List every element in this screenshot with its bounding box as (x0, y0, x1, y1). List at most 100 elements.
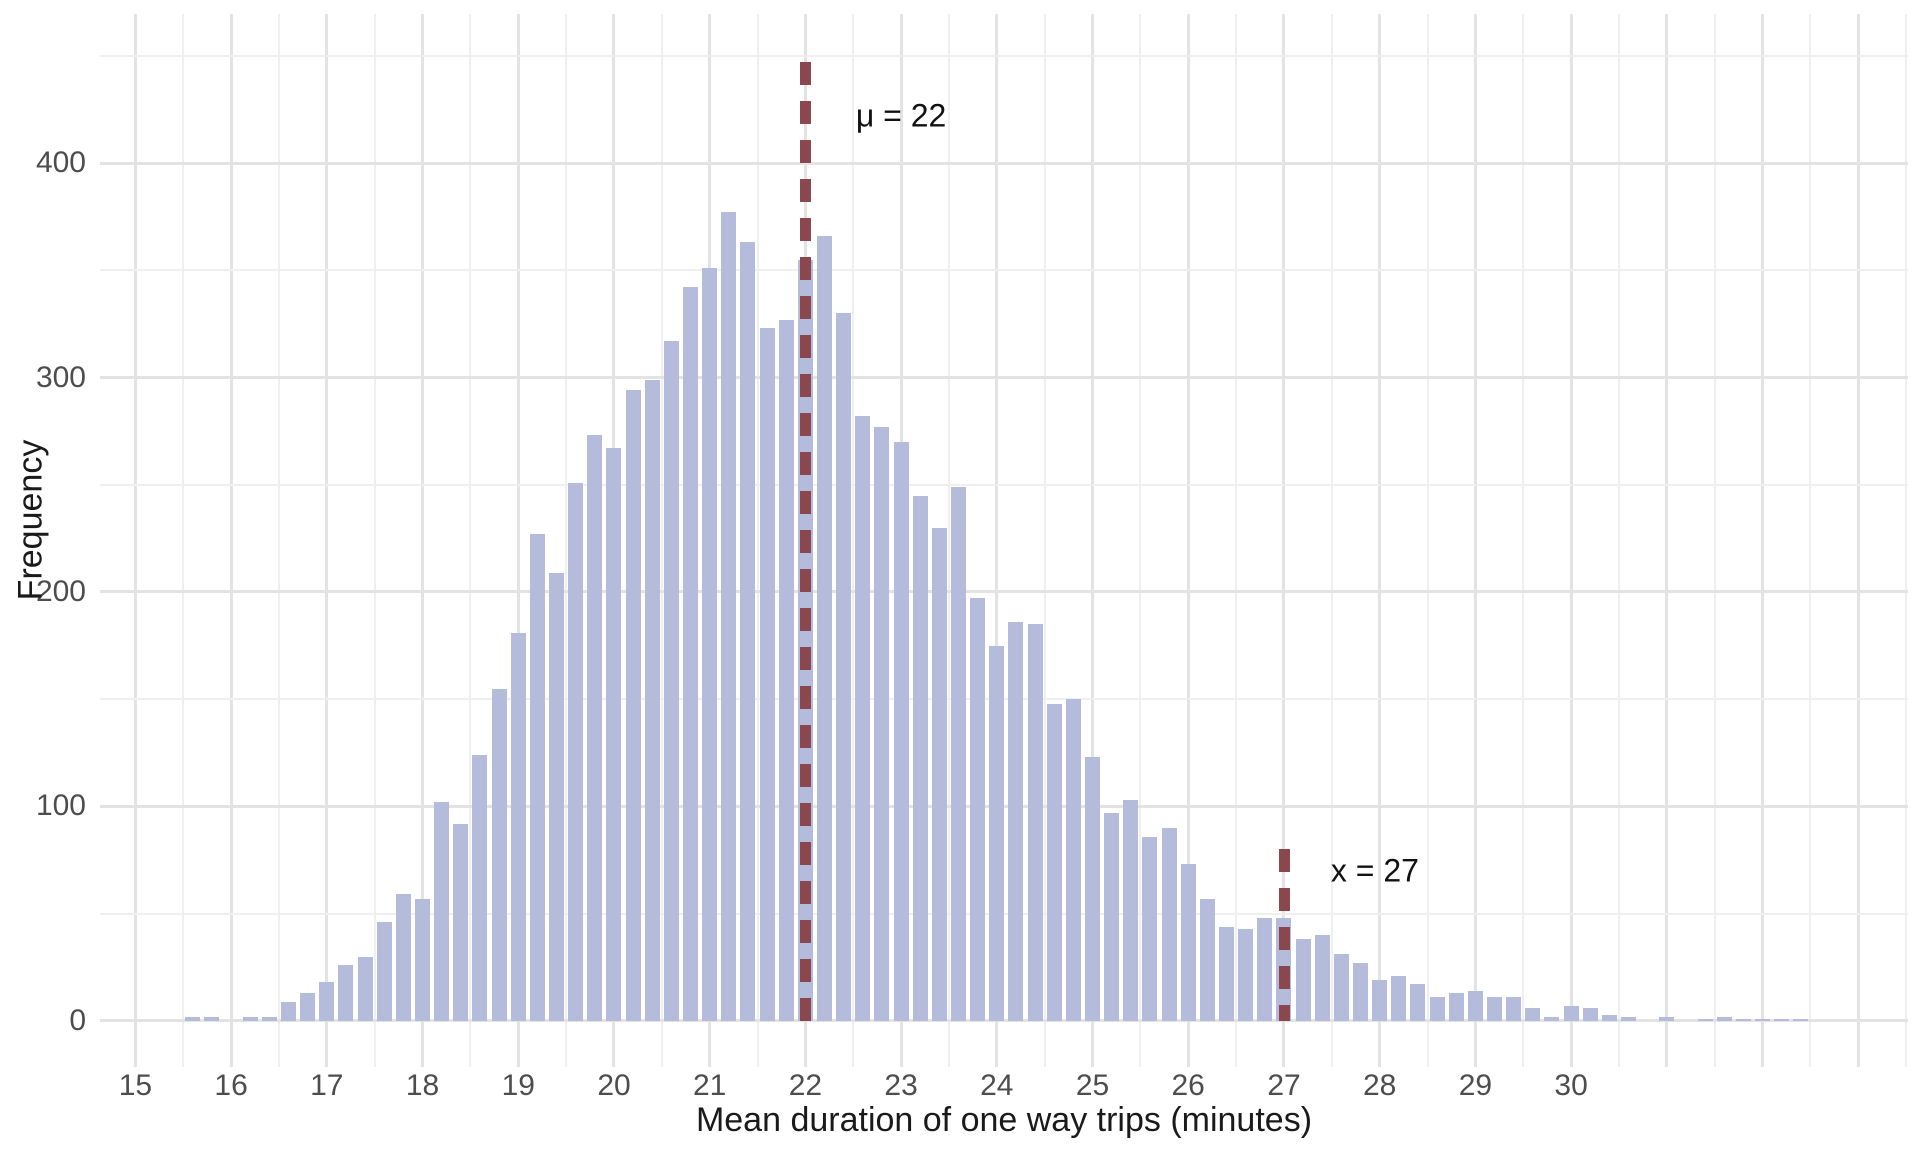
x-axis-tick-label: 23 (884, 1069, 918, 1102)
histogram-bar (721, 212, 737, 1021)
histogram-bar (338, 965, 354, 1021)
x-axis-title: Mean duration of one way trips (minutes) (695, 1101, 1313, 1139)
histogram-bar (931, 527, 947, 1021)
histogram-bar (395, 894, 411, 1021)
histogram-bar (1467, 990, 1483, 1021)
x-axis-tick-label: 19 (501, 1069, 535, 1102)
gridline-horizontal-minor (100, 269, 1908, 272)
histogram-bar (1793, 1018, 1809, 1021)
histogram-bar (587, 435, 603, 1021)
gridline-vertical-minor (1809, 14, 1812, 1067)
x-axis-tick-label: 29 (1458, 1069, 1493, 1102)
gridline-vertical-minor (1905, 14, 1908, 1067)
histogram-bar (1391, 975, 1407, 1021)
histogram-bar (1295, 939, 1311, 1021)
gridline-vertical-minor (1426, 14, 1429, 1067)
gridline-vertical-major (1282, 14, 1286, 1067)
y-axis-tick-label: 300 (35, 360, 86, 394)
histogram-bar (1525, 1008, 1541, 1021)
y-axis-tick-label: 0 (69, 1003, 86, 1037)
gridline-vertical-major (516, 14, 520, 1067)
histogram-bar (453, 823, 469, 1021)
gridline-horizontal-major (100, 161, 1908, 165)
histogram-bar (702, 268, 718, 1021)
gridline-vertical-major (325, 14, 329, 1067)
histogram-bar (644, 379, 660, 1021)
histogram-bar (663, 341, 679, 1021)
histogram-bar (606, 448, 622, 1021)
histogram-bar (1429, 997, 1445, 1021)
gridline-vertical-major (995, 14, 999, 1067)
histogram-bar (1180, 864, 1196, 1021)
gridline-vertical-major (1665, 14, 1669, 1067)
gridline-horizontal-major (100, 590, 1908, 594)
gridline-vertical-minor (756, 14, 759, 1067)
histogram-bar (740, 242, 756, 1021)
gridline-vertical-major (1569, 14, 1573, 1067)
x-axis-tick-label: 18 (405, 1069, 440, 1102)
gridline-horizontal-major (100, 376, 1908, 379)
gridline-vertical-minor (1522, 14, 1525, 1067)
x-axis-tick-label: 16 (214, 1069, 248, 1102)
gridline-vertical-minor (1139, 14, 1142, 1067)
histogram-bar (1506, 997, 1522, 1021)
histogram-bar (261, 1016, 277, 1021)
histogram-bar (874, 426, 890, 1021)
gridline-vertical-minor (565, 14, 568, 1067)
histogram-bar (1142, 836, 1158, 1021)
histogram-bar (912, 495, 928, 1021)
histogram-bar (855, 416, 871, 1021)
histogram-bar (1046, 703, 1062, 1021)
histogram-bar (683, 287, 699, 1021)
histogram-bar (204, 1016, 220, 1021)
histogram-bar (1697, 1018, 1713, 1021)
gridline-vertical-major (1761, 14, 1765, 1067)
gridline-vertical-minor (373, 14, 376, 1067)
histogram-bar (1065, 699, 1081, 1021)
gridline-vertical-minor (1043, 14, 1046, 1067)
histogram-bar (1544, 1016, 1560, 1021)
gridline-vertical-major (1186, 14, 1190, 1067)
histogram-bar (1487, 997, 1503, 1021)
histogram-bar (625, 390, 641, 1021)
gridline-vertical-minor (1617, 14, 1620, 1067)
histogram-bar (1199, 898, 1215, 1021)
histogram-bar (1774, 1018, 1790, 1021)
gridline-vertical-minor (852, 14, 855, 1067)
histogram-bar (759, 328, 775, 1021)
histogram-bar (817, 236, 833, 1021)
histogram-bar (491, 688, 507, 1021)
gridline-vertical-major (1091, 14, 1095, 1067)
gridline-horizontal-major (100, 1019, 1908, 1023)
histogram-bar (1601, 1014, 1617, 1021)
gridline-vertical-minor (1713, 14, 1716, 1067)
histogram-bar (1659, 1016, 1675, 1021)
y-axis-tick-label: 400 (35, 146, 86, 179)
histogram-bar (1123, 800, 1139, 1021)
histogram-bar (1008, 622, 1024, 1021)
histogram-bar (1410, 984, 1426, 1021)
histogram-bar (434, 802, 450, 1021)
histogram-bar (510, 632, 526, 1021)
histogram-bar (1238, 928, 1254, 1021)
histogram-bar (281, 1001, 297, 1021)
gridline-vertical-major (133, 14, 137, 1067)
histogram-bar (1716, 1016, 1732, 1021)
histogram-bar (529, 534, 545, 1021)
histogram-bar (1027, 624, 1043, 1021)
histogram-bar (1563, 1005, 1579, 1021)
histogram-bar (970, 598, 986, 1021)
gridline-vertical-major (1378, 14, 1382, 1067)
x-axis-tick-label: 27 (1267, 1069, 1301, 1102)
histogram-bar (1353, 963, 1369, 1021)
gridline-vertical-minor (1235, 14, 1238, 1067)
x-axis-tick-label: 21 (693, 1069, 727, 1102)
gridline-vertical-minor (1330, 14, 1333, 1067)
x-axis-tick-label: 25 (1075, 1069, 1110, 1102)
histogram-bar (1085, 757, 1101, 1021)
histogram-bar (1104, 812, 1120, 1021)
x-axis-tick-label: 17 (310, 1069, 344, 1102)
histogram-bar (300, 993, 316, 1021)
